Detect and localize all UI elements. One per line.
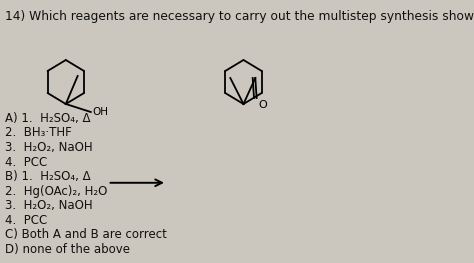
Text: B) 1.  H₂SO₄, Δ: B) 1. H₂SO₄, Δ: [5, 170, 91, 183]
Text: C) Both A and B are correct: C) Both A and B are correct: [5, 228, 167, 241]
Text: 2.  Hg(OAc)₂, H₂O: 2. Hg(OAc)₂, H₂O: [5, 185, 108, 198]
Text: 14) Which reagents are necessary to carry out the multistep synthesis shown belo: 14) Which reagents are necessary to carr…: [5, 10, 474, 23]
Text: 3.  H₂O₂, NaOH: 3. H₂O₂, NaOH: [5, 141, 93, 154]
Text: 4.  PCC: 4. PCC: [5, 155, 47, 169]
Text: O: O: [258, 100, 267, 110]
Text: 3.  H₂O₂, NaOH: 3. H₂O₂, NaOH: [5, 199, 93, 212]
Text: 4.  PCC: 4. PCC: [5, 214, 47, 226]
Text: D) none of the above: D) none of the above: [5, 242, 130, 255]
Text: 2.  BH₃·THF: 2. BH₃·THF: [5, 127, 72, 139]
Text: OH: OH: [92, 107, 108, 117]
Text: A) 1.  H₂SO₄, Δ: A) 1. H₂SO₄, Δ: [5, 112, 91, 125]
